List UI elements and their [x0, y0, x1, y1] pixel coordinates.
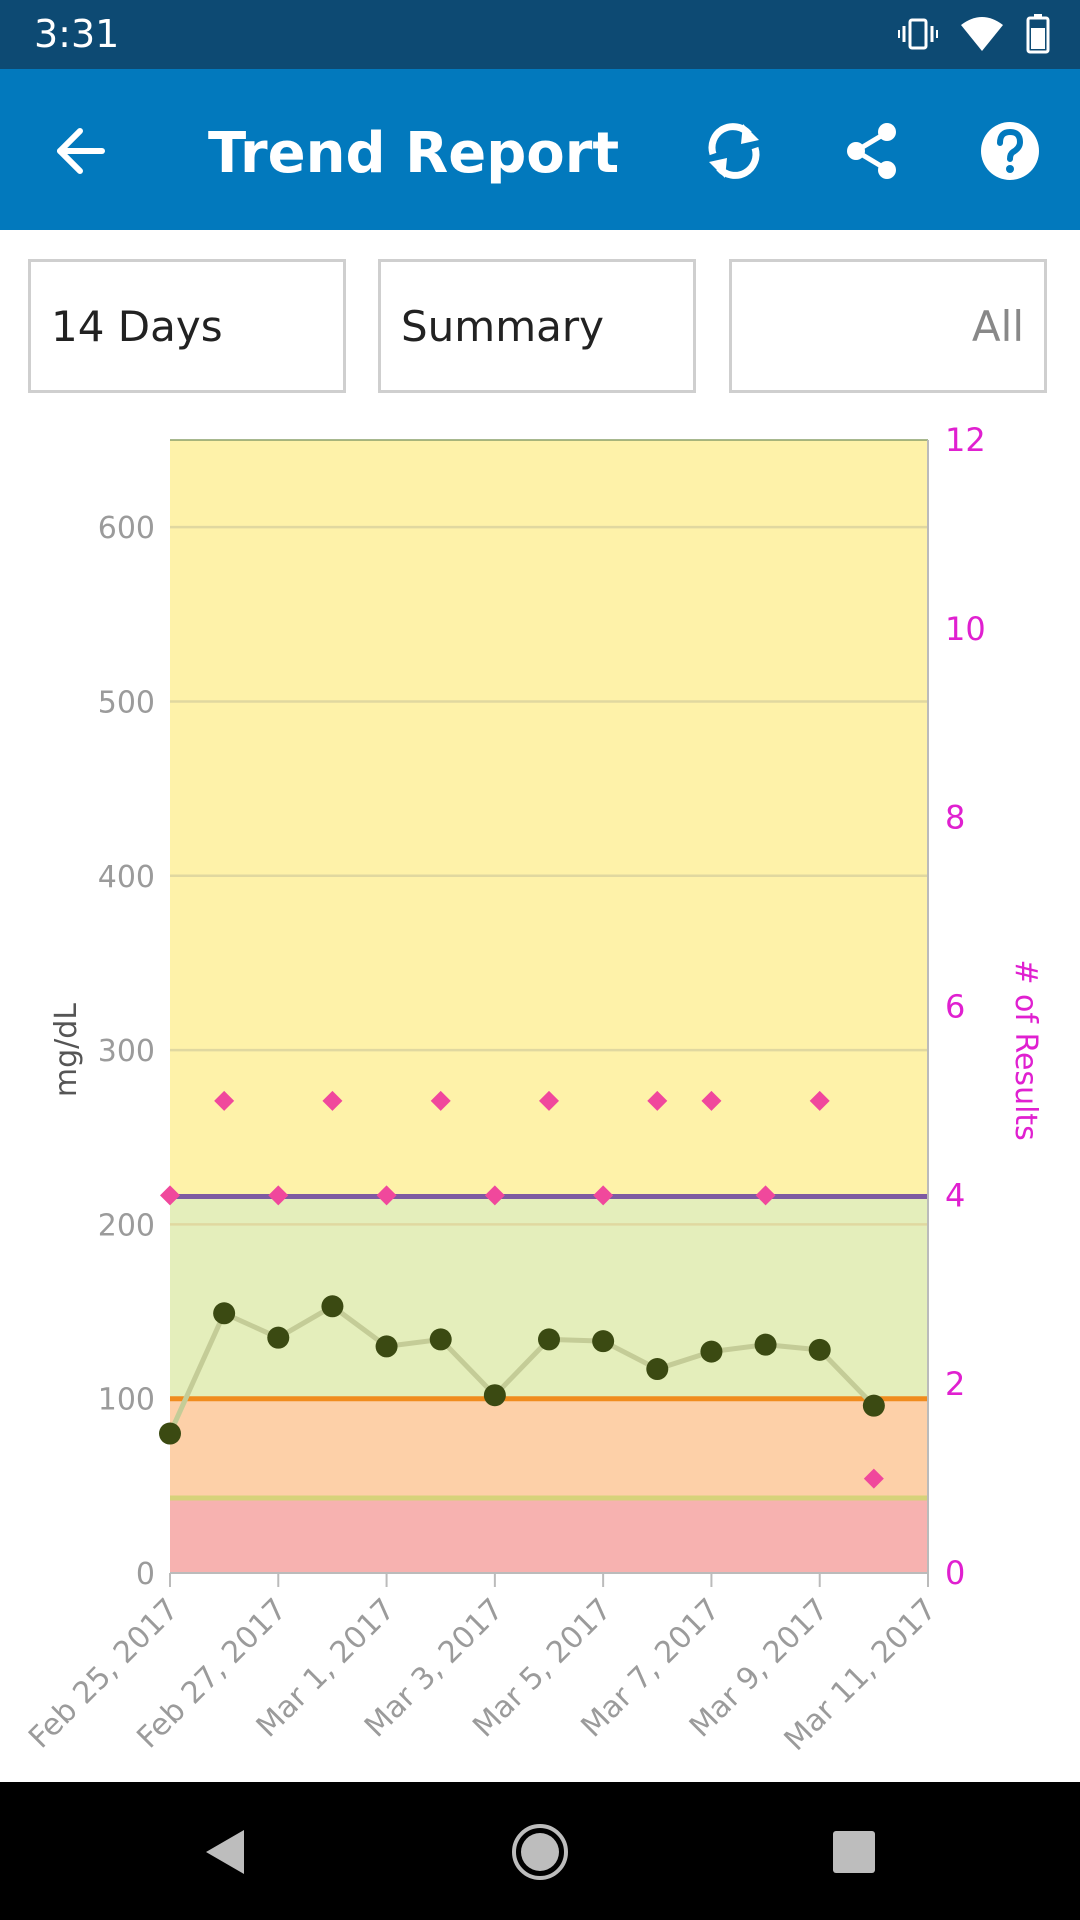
- count-point: [376, 1185, 397, 1206]
- status-time: 3:31: [34, 12, 120, 56]
- meal-value: All: [971, 301, 1024, 351]
- range-bands: [170, 440, 928, 1573]
- average-point: [754, 1333, 777, 1356]
- chart-axes: [170, 439, 929, 1574]
- back-button[interactable]: [42, 113, 118, 189]
- view-selector[interactable]: Summary: [378, 259, 696, 393]
- app-bar: Trend Report: [0, 69, 1080, 230]
- average-point: [646, 1358, 669, 1381]
- average-point: [321, 1295, 344, 1318]
- average-point: [159, 1422, 181, 1445]
- page-title: Trend Report: [208, 121, 620, 186]
- nav-recents-icon: [833, 1831, 875, 1873]
- count-points: [160, 1090, 884, 1489]
- average-point: [592, 1330, 615, 1353]
- y2-tick-label: 6: [945, 988, 965, 1026]
- y-tick-label: 500: [98, 685, 155, 720]
- range-band: [170, 440, 928, 1197]
- average-point: [808, 1338, 831, 1361]
- range-band: [170, 1499, 928, 1573]
- count-point: [809, 1090, 830, 1111]
- count-point: [484, 1185, 505, 1206]
- count-point: [160, 1185, 180, 1206]
- status-bar: 3:31: [0, 0, 1080, 69]
- nav-back-button[interactable]: [196, 1822, 256, 1882]
- count-point: [701, 1090, 722, 1111]
- y-tick-label: 200: [98, 1208, 155, 1243]
- help-button[interactable]: [972, 113, 1048, 189]
- battery-icon: [1026, 14, 1050, 59]
- y-tick-label: 0: [136, 1557, 155, 1592]
- average-point: [375, 1335, 398, 1358]
- y-tick-label: 300: [98, 1034, 155, 1069]
- system-nav-bar: [0, 1782, 1080, 1920]
- y2-tick-label: 8: [945, 799, 965, 837]
- average-point: [538, 1328, 560, 1351]
- count-point: [268, 1185, 289, 1206]
- count-point: [322, 1090, 343, 1111]
- average-point: [483, 1384, 506, 1407]
- y2-tick-label: 4: [945, 1176, 965, 1214]
- period-value: 14 Days: [51, 301, 223, 351]
- count-point: [647, 1090, 668, 1111]
- y-axis-label: mg/dL: [49, 1003, 84, 1097]
- y2-tick-label: 12: [945, 421, 986, 459]
- nav-recents-button[interactable]: [824, 1822, 884, 1882]
- trend-chart: 0 100 200 300 400 500 600 0 2 4 6 8 10 12 Feb 25, 20…: [22, 421, 1043, 1758]
- view-value: Summary: [401, 301, 604, 351]
- y-axis-ticks: 0 100 200 300 400 500 600: [98, 511, 155, 1592]
- range-band: [170, 1196, 928, 1399]
- y2-tick-label: 10: [945, 610, 986, 648]
- meal-selector[interactable]: All: [729, 259, 1047, 393]
- sync-button[interactable]: [696, 113, 772, 189]
- nav-back-icon: [206, 1830, 244, 1874]
- back-arrow-icon: [57, 128, 105, 174]
- count-point: [755, 1185, 776, 1206]
- y2-tick-label: 2: [945, 1365, 965, 1403]
- count-point: [863, 1468, 884, 1489]
- y2-axis-ticks: 0 2 4 6 8 10 12: [945, 421, 986, 1592]
- y-tick-label: 600: [98, 511, 155, 546]
- range-band: [170, 1398, 928, 1500]
- average-point: [700, 1340, 723, 1363]
- count-point: [214, 1090, 235, 1111]
- vibrate-icon: [898, 14, 938, 59]
- y-tick-label: 100: [98, 1383, 155, 1418]
- average-point: [267, 1326, 290, 1349]
- count-point: [539, 1090, 559, 1111]
- count-point: [430, 1090, 451, 1111]
- nav-home-icon: [512, 1824, 568, 1880]
- y2-axis-label: # of Results: [1008, 959, 1043, 1140]
- y2-tick-label: 0: [945, 1554, 965, 1592]
- y-tick-label: 400: [98, 860, 155, 895]
- filter-bar: 14 Days Summary All: [0, 230, 1080, 410]
- period-selector[interactable]: 14 Days: [28, 259, 346, 393]
- help-icon: [981, 122, 1039, 180]
- sync-icon: [708, 123, 760, 179]
- wifi-icon: [960, 15, 1004, 58]
- share-button[interactable]: [834, 113, 910, 189]
- share-icon: [847, 123, 896, 179]
- average-point: [429, 1328, 452, 1351]
- reference-lines: [170, 1193, 928, 1501]
- average-point: [862, 1394, 885, 1417]
- nav-home-button[interactable]: [510, 1822, 570, 1882]
- average-points: [159, 1295, 885, 1445]
- average-point: [213, 1302, 236, 1325]
- count-point: [593, 1185, 614, 1206]
